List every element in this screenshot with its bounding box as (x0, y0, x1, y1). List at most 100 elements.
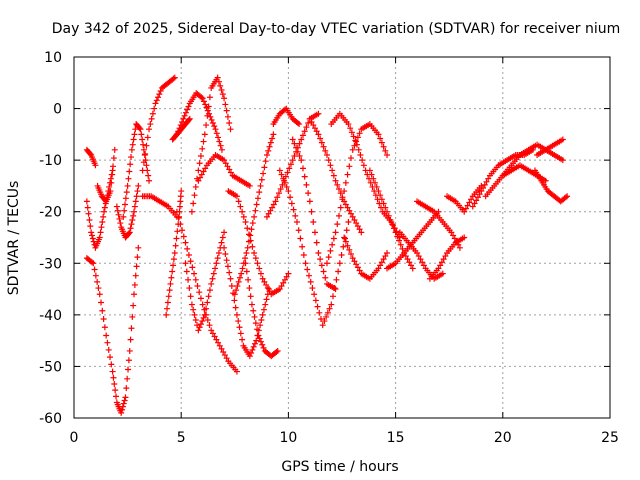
data-point (175, 214, 182, 221)
data-point (266, 288, 273, 295)
data-point (224, 113, 231, 120)
data-point (246, 353, 253, 360)
data-point (202, 101, 209, 108)
data-point (223, 355, 230, 362)
data-point (131, 281, 138, 288)
data-point (295, 227, 302, 234)
data-point (223, 107, 230, 114)
data-point (185, 252, 192, 259)
data-point (296, 153, 303, 160)
data-point (330, 172, 337, 179)
data-point (269, 204, 276, 211)
data-point (366, 167, 373, 174)
data-point (132, 126, 139, 133)
data-point (157, 88, 164, 95)
data-point (451, 235, 458, 242)
data-point (351, 258, 358, 265)
data-point (175, 128, 182, 135)
data-point (349, 146, 356, 153)
series-arc-20 (270, 105, 303, 128)
data-point (313, 128, 320, 135)
data-point (469, 203, 476, 210)
data-point (243, 268, 250, 275)
data-point (167, 280, 174, 287)
data-point (111, 380, 118, 387)
data-point (473, 197, 480, 204)
data-point (311, 291, 318, 298)
data-point (232, 304, 239, 311)
data-point (118, 409, 125, 416)
data-point (396, 237, 403, 244)
data-point (92, 162, 99, 169)
data-point (303, 181, 310, 188)
data-point (332, 229, 339, 236)
data-point (249, 220, 256, 227)
data-point (420, 262, 427, 269)
data-point (90, 260, 97, 267)
data-point (224, 163, 231, 170)
data-point (338, 252, 345, 259)
data-point (201, 131, 208, 138)
data-point (199, 95, 206, 102)
data-point (315, 249, 322, 256)
data-point (275, 190, 282, 197)
data-point (462, 205, 469, 212)
data-point (183, 268, 190, 275)
data-point (356, 226, 363, 233)
data-point (98, 299, 105, 306)
data-point (341, 188, 348, 195)
data-point (274, 347, 281, 354)
data-point (218, 239, 225, 246)
data-point (145, 172, 152, 179)
data-point (237, 330, 244, 337)
data-point (270, 131, 277, 138)
data-point (334, 181, 341, 188)
data-point (115, 211, 122, 218)
data-point (127, 225, 134, 232)
data-point (174, 228, 181, 235)
data-point (122, 195, 129, 202)
data-point (211, 333, 218, 340)
data-point (213, 260, 220, 267)
data-point (378, 196, 385, 203)
data-point (315, 110, 322, 117)
data-point (221, 229, 228, 236)
data-point (192, 276, 199, 283)
data-point (218, 87, 225, 94)
data-point (349, 213, 356, 220)
data-point (404, 256, 411, 263)
data-point (442, 253, 449, 260)
data-point (267, 139, 274, 146)
data-point (564, 193, 571, 200)
data-point (235, 198, 242, 205)
data-point (124, 375, 131, 382)
data-point (173, 131, 180, 138)
data-point (349, 255, 356, 262)
data-point (215, 339, 222, 346)
data-point (397, 241, 404, 248)
series-arc-38 (534, 136, 566, 158)
data-point (185, 103, 192, 110)
data-point (276, 167, 283, 174)
data-point (252, 320, 259, 327)
data-point (250, 307, 257, 314)
x-tick-label: 0 (70, 430, 79, 446)
data-point (448, 229, 455, 236)
data-point (91, 266, 98, 273)
data-point (184, 106, 191, 113)
data-point (121, 397, 128, 404)
data-point (89, 235, 96, 242)
data-point (110, 155, 117, 162)
data-point (377, 262, 384, 269)
data-point (254, 260, 261, 267)
data-point (368, 171, 375, 178)
data-point (471, 200, 478, 207)
data-point (399, 245, 406, 252)
data-point (222, 160, 229, 167)
data-point (322, 147, 329, 154)
data-point (220, 348, 227, 355)
data-point (215, 134, 222, 141)
data-point (143, 142, 150, 149)
data-point (152, 100, 159, 107)
series-arc-6 (120, 121, 153, 220)
